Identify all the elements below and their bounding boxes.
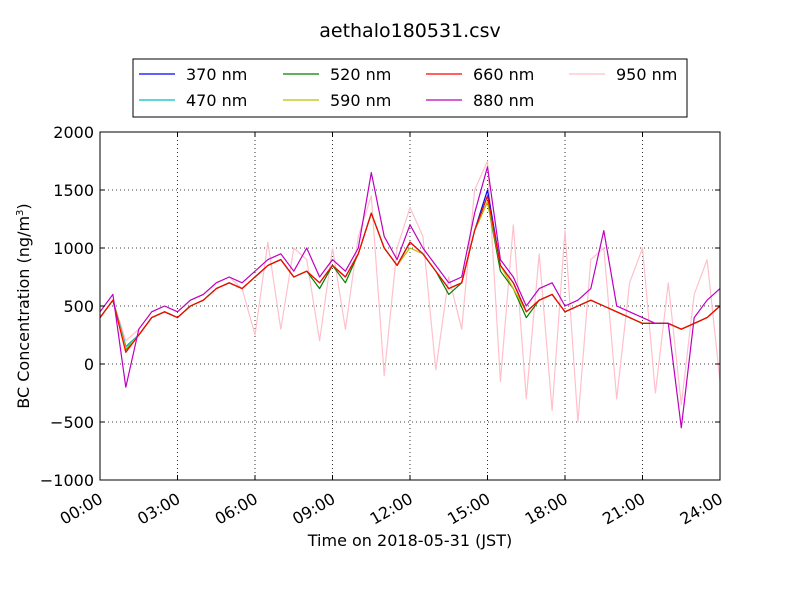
- legend-label: 370 nm: [186, 65, 247, 84]
- x-tick-label: 18:00: [522, 489, 571, 529]
- y-tick-label: −500: [50, 413, 94, 432]
- y-tick-label: 1500: [53, 181, 94, 200]
- series-lines: [99, 160, 721, 429]
- x-tick-label: 15:00: [444, 489, 493, 529]
- legend-label: 470 nm: [186, 91, 247, 110]
- x-axis-label: Time on 2018-05-31 (JST): [307, 531, 512, 550]
- y-tick-labels: −1000 −500 0 500 1000 1500 2000: [40, 123, 94, 490]
- chart-title: aethalo180531.csv: [319, 20, 501, 42]
- series-line-660-nm: [99, 195, 721, 353]
- x-tick-labels: 00:00 03:00 06:00 09:00 12:00 15:00 18:00 21:00…: [57, 489, 726, 529]
- y-tick-label: 500: [63, 297, 94, 316]
- x-tick-label: 03:00: [134, 489, 183, 529]
- x-tick-label: 21:00: [599, 489, 648, 529]
- y-axis-label-main: BC Concentration (ng/m: [14, 216, 33, 409]
- series-line-880-nm: [99, 166, 721, 429]
- series-line-470-nm: [99, 195, 721, 348]
- series-line-590-nm: [99, 201, 721, 350]
- legend-label: 950 nm: [616, 65, 677, 84]
- x-tick-label: 00:00: [57, 489, 106, 529]
- x-tick-label: 24:00: [677, 489, 726, 529]
- y-tick-label: 0: [84, 355, 94, 374]
- legend: 370 nm 470 nm 520 nm 590 nm 660 nm 880 nm 950 …: [132, 58, 688, 118]
- series-line-520-nm: [99, 201, 721, 351]
- legend-label: 880 nm: [473, 91, 534, 110]
- x-tick-label: 09:00: [289, 489, 338, 529]
- plot-area: [99, 131, 721, 481]
- y-axis-label: BC Concentration (ng/m3): [14, 203, 33, 408]
- y-axis-label-end: ): [14, 203, 33, 209]
- legend-label: 520 nm: [330, 65, 391, 84]
- axis-ticks: [99, 131, 721, 481]
- legend-label: 590 nm: [330, 91, 391, 110]
- y-axis-label-sup: 3: [15, 210, 26, 216]
- x-tick-label: 12:00: [367, 489, 416, 529]
- legend-box: [132, 58, 688, 118]
- legend-label: 660 nm: [473, 65, 534, 84]
- y-tick-label: 2000: [53, 123, 94, 142]
- y-tick-label: −1000: [40, 471, 94, 490]
- y-tick-label: 1000: [53, 239, 94, 258]
- x-tick-label: 06:00: [212, 489, 261, 529]
